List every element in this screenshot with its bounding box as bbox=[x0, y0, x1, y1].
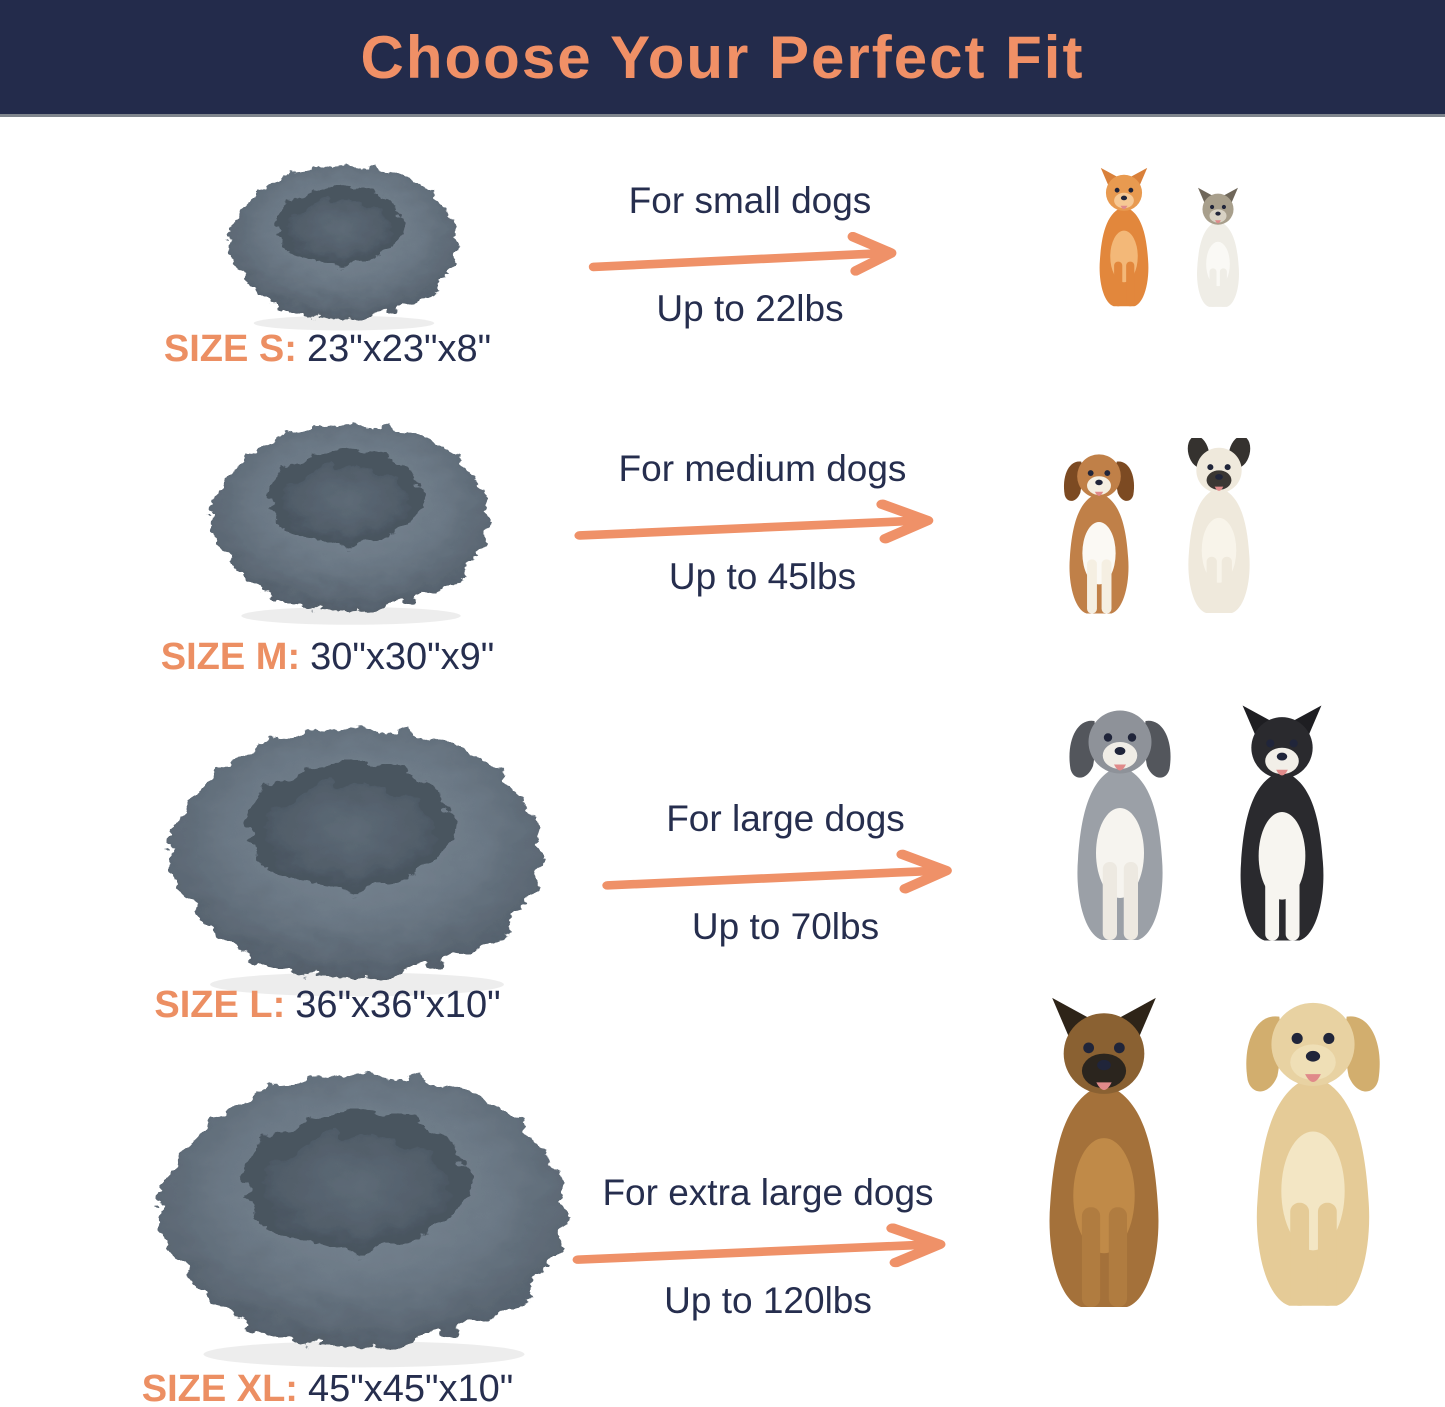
right-arrow-icon bbox=[585, 231, 916, 282]
bed-photo-xlarge bbox=[140, 1050, 588, 1371]
size-label-xlarge: SIZE XL: 45"x45"x10" bbox=[120, 1368, 535, 1407]
size-key-xlarge: SIZE XL: bbox=[141, 1368, 298, 1407]
donut-bed-icon bbox=[140, 1050, 588, 1371]
golden-retriever-photo bbox=[1214, 985, 1412, 1322]
fit-info-large: For large dogs Up to 70lbs bbox=[598, 798, 973, 948]
weight-text-small: Up to 22lbs bbox=[656, 288, 844, 329]
size-dimensions-medium: 30"x30"x9" bbox=[310, 636, 495, 678]
border-collie-photo bbox=[1209, 704, 1355, 952]
right-arrow-icon bbox=[568, 1222, 969, 1274]
weight-text-medium: Up to 45lbs bbox=[668, 556, 857, 597]
size-label-large: SIZE L: 36"x36"x10" bbox=[120, 984, 535, 1027]
donut-bed-icon bbox=[218, 152, 470, 333]
donut-bed-icon bbox=[198, 408, 504, 627]
right-arrow-icon bbox=[598, 848, 974, 900]
size-label-small: SIZE S: 23"x23"x8" bbox=[120, 328, 535, 371]
size-key-medium: SIZE M: bbox=[160, 636, 301, 678]
fit-info-xlarge: For extra large dogs Up to 120lbs bbox=[568, 1172, 968, 1322]
biewer-terrier-photo bbox=[1181, 187, 1255, 313]
weight-text-large: Up to 70lbs bbox=[691, 906, 880, 947]
audience-text-large: For large dogs bbox=[666, 798, 905, 839]
audience-text-small: For small dogs bbox=[628, 180, 872, 221]
bed-photo-small bbox=[218, 152, 470, 333]
pomeranian-photo bbox=[1081, 167, 1167, 313]
dog-photos-large bbox=[1030, 694, 1370, 952]
fit-info-small: For small dogs Up to 22lbs bbox=[585, 180, 915, 330]
bed-photo-medium bbox=[198, 408, 504, 627]
size-label-medium: SIZE M: 30"x30"x9" bbox=[120, 636, 535, 679]
right-arrow-icon bbox=[570, 498, 956, 550]
french-bulldog-photo bbox=[1165, 438, 1273, 622]
beagle-photo bbox=[1047, 445, 1151, 622]
size-dimensions-xlarge: 45"x45"x10" bbox=[307, 1368, 514, 1407]
size-dimensions-small: 23"x23"x8" bbox=[306, 328, 492, 370]
german-shepherd-photo bbox=[1008, 996, 1200, 1322]
dog-photos-xlarge bbox=[990, 982, 1430, 1322]
audience-text-xlarge: For extra large dogs bbox=[602, 1172, 934, 1213]
size-dimensions-large: 36"x36"x10" bbox=[295, 984, 501, 1026]
fit-info-medium: For medium dogs Up to 45lbs bbox=[570, 448, 955, 598]
weight-text-xlarge: Up to 120lbs bbox=[664, 1280, 872, 1321]
header-banner: Choose Your Perfect Fit bbox=[0, 0, 1445, 117]
bed-photo-large bbox=[152, 706, 562, 1000]
dog-photos-small bbox=[1060, 165, 1275, 313]
dog-photos-medium bbox=[1042, 420, 1277, 622]
size-key-small: SIZE S: bbox=[163, 328, 297, 370]
audience-text-medium: For medium dogs bbox=[618, 448, 907, 489]
australian-shepherd-photo bbox=[1045, 697, 1195, 952]
size-key-large: SIZE L: bbox=[154, 984, 286, 1026]
page-title: Choose Your Perfect Fit bbox=[360, 23, 1085, 91]
donut-bed-icon bbox=[152, 706, 562, 1000]
